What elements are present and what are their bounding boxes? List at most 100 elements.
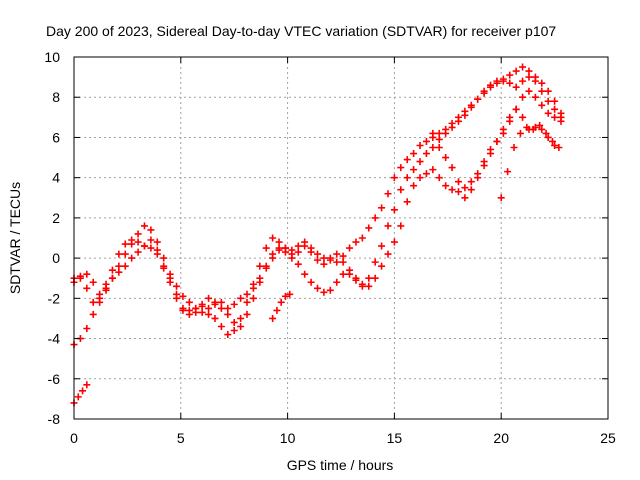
data-point <box>301 242 309 250</box>
data-point <box>230 327 238 335</box>
data-point <box>538 79 546 87</box>
data-point <box>237 294 245 302</box>
data-point <box>448 123 456 131</box>
data-point <box>173 282 181 290</box>
data-point <box>192 308 200 316</box>
data-point <box>390 174 398 182</box>
data-point <box>224 310 232 318</box>
data-point <box>281 248 289 256</box>
y-tick-label: -6 <box>48 371 61 387</box>
data-point <box>83 270 91 278</box>
data-point <box>510 144 518 151</box>
data-point <box>140 222 148 230</box>
data-point <box>384 190 392 198</box>
data-point <box>544 87 552 95</box>
data-point <box>557 117 565 125</box>
data-point <box>179 292 187 300</box>
data-point <box>378 262 386 270</box>
data-point <box>544 133 552 141</box>
data-point <box>224 331 232 339</box>
data-point <box>217 304 225 312</box>
data-point <box>480 89 488 97</box>
data-point <box>89 310 97 318</box>
data-point <box>115 268 123 276</box>
data-point <box>551 97 559 105</box>
data-point <box>525 73 533 81</box>
data-point <box>166 278 174 286</box>
data-point <box>422 150 430 158</box>
data-point <box>519 93 527 101</box>
data-point <box>249 280 257 288</box>
data-point <box>461 194 469 202</box>
data-point <box>333 250 341 258</box>
data-point <box>237 322 245 330</box>
data-point <box>435 135 443 143</box>
data-point <box>83 381 91 389</box>
data-point <box>390 238 398 246</box>
y-tick-label: 2 <box>52 210 60 226</box>
data-point <box>390 206 398 214</box>
data-point <box>153 238 161 246</box>
data-point <box>403 198 411 206</box>
data-point <box>294 248 302 256</box>
data-point <box>205 304 213 312</box>
data-point <box>243 290 251 298</box>
data-point <box>243 310 251 318</box>
data-point <box>499 125 507 133</box>
data-point <box>378 204 386 212</box>
data-point <box>371 258 379 266</box>
data-point <box>506 79 514 87</box>
data-point <box>115 250 123 258</box>
y-tick-label: 0 <box>52 250 60 266</box>
chart-title: Day 200 of 2023, Sidereal Day-to-day VTE… <box>46 23 556 39</box>
data-point <box>281 292 289 300</box>
data-point <box>121 262 129 270</box>
data-point <box>134 238 142 246</box>
data-point <box>525 87 533 95</box>
data-point <box>134 248 142 256</box>
data-point <box>429 166 437 174</box>
data-point <box>96 294 104 302</box>
data-point <box>211 314 219 322</box>
data-point <box>422 137 430 145</box>
data-point <box>538 125 546 133</box>
data-point <box>275 244 283 252</box>
data-point <box>326 256 334 264</box>
data-point <box>519 113 527 121</box>
x-tick-label: 0 <box>70 430 78 446</box>
data-point <box>442 182 450 190</box>
data-point <box>454 178 462 186</box>
data-point <box>83 325 91 332</box>
series-2 <box>70 63 565 349</box>
x-tick-label: 5 <box>177 430 185 446</box>
data-point <box>134 230 142 238</box>
data-point <box>365 274 373 282</box>
data-point <box>499 75 507 83</box>
axis-ticks: 0 5 10 15 20 25 -8 -6 -4 -2 0 2 4 6 8 10 <box>44 49 616 446</box>
data-point <box>429 144 437 151</box>
data-point <box>358 234 366 242</box>
data-point <box>512 105 520 113</box>
data-point <box>531 73 539 81</box>
data-point <box>140 242 148 250</box>
data-point <box>448 164 456 172</box>
data-point <box>555 144 563 151</box>
data-point <box>224 304 232 312</box>
data-point <box>147 244 155 252</box>
data-point <box>504 168 512 176</box>
data-point <box>237 314 245 322</box>
data-point <box>153 246 161 254</box>
data-point <box>205 310 213 318</box>
data-point <box>480 162 488 170</box>
data-point <box>542 129 550 137</box>
data-point <box>416 174 424 182</box>
data-point <box>74 393 82 401</box>
data-point <box>339 270 347 278</box>
data-point <box>410 166 418 174</box>
data-point <box>493 137 501 145</box>
data-point <box>269 234 277 242</box>
data-point <box>506 71 514 79</box>
data-point <box>397 222 405 230</box>
data-point <box>529 125 537 133</box>
